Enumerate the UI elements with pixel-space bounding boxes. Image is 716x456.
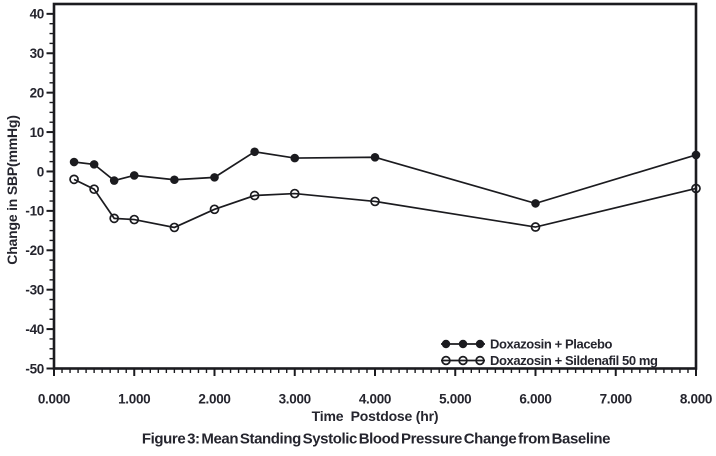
data-point-placebo	[370, 152, 380, 162]
y-tick-label: 10	[30, 125, 44, 140]
figure-caption: Figure 3: Mean Standing Systolic Blood P…	[142, 431, 610, 448]
data-point-placebo	[109, 176, 119, 185]
data-point-sildenafil	[249, 190, 260, 201]
data-point-placebo	[89, 160, 99, 169]
series-line-sildenafil	[73, 178, 697, 229]
x-tick-label: 0.000	[38, 392, 70, 407]
x-tick-label: 3.000	[279, 392, 311, 407]
data-point-sildenafil	[289, 188, 300, 199]
data-point-sildenafil	[691, 183, 701, 194]
data-point-sildenafil	[530, 222, 541, 232]
data-point-placebo	[210, 173, 219, 182]
y-tick-label: 40	[30, 7, 44, 22]
data-point-placebo	[290, 153, 300, 163]
x-tick-label: 4.000	[359, 392, 391, 407]
series-line-placebo	[73, 150, 697, 205]
legend-marker-sildenafil	[458, 355, 468, 366]
x-tick-label: 5.000	[439, 392, 471, 407]
x-tick-label: 8.000	[680, 392, 712, 407]
y-tick-label: -10	[25, 204, 44, 219]
legend-marker-sildenafil	[475, 355, 485, 366]
data-point-sildenafil	[209, 204, 220, 215]
y-tick-label: -30	[25, 282, 44, 297]
y-tick-label: 0	[37, 164, 44, 179]
data-point-sildenafil	[370, 196, 380, 207]
data-point-sildenafil	[69, 174, 79, 185]
plot-border	[52, 2, 698, 370]
data-point-sildenafil	[89, 184, 99, 195]
data-point-placebo	[691, 150, 701, 160]
legend-marker-placebo	[441, 339, 451, 349]
y-tick-label: -20	[25, 243, 44, 258]
y-axis-title: Change in SBP(mmHg)	[4, 115, 20, 264]
y-tick-label: -50	[25, 361, 44, 376]
legend-marker-placebo	[458, 339, 468, 349]
data-point-sildenafil	[169, 222, 180, 233]
data-point-sildenafil	[109, 213, 120, 224]
legend-marker-sildenafil	[441, 355, 451, 366]
data-point-placebo	[170, 175, 179, 185]
x-tick-label: 6.000	[519, 392, 551, 407]
x-axis-title: Time Postdose (hr)	[312, 408, 439, 424]
x-tick-label: 2.000	[198, 392, 230, 407]
y-tick-label: 20	[30, 85, 44, 100]
y-tick-label: 30	[30, 46, 44, 61]
legend-label-sildenafil: Doxazosin + Sildenafil 50 mg	[490, 353, 658, 368]
x-tick-label: 7.000	[600, 392, 632, 407]
legend-label-placebo: Doxazosin + Placebo	[490, 337, 613, 352]
y-tick-label: -40	[25, 322, 44, 337]
data-point-sildenafil	[129, 214, 140, 225]
data-point-placebo	[250, 147, 259, 157]
data-point-placebo	[69, 157, 79, 167]
data-point-placebo	[531, 199, 540, 208]
legend-marker-placebo	[475, 339, 485, 349]
x-tick-label: 1.000	[118, 392, 150, 407]
data-point-placebo	[129, 171, 139, 180]
